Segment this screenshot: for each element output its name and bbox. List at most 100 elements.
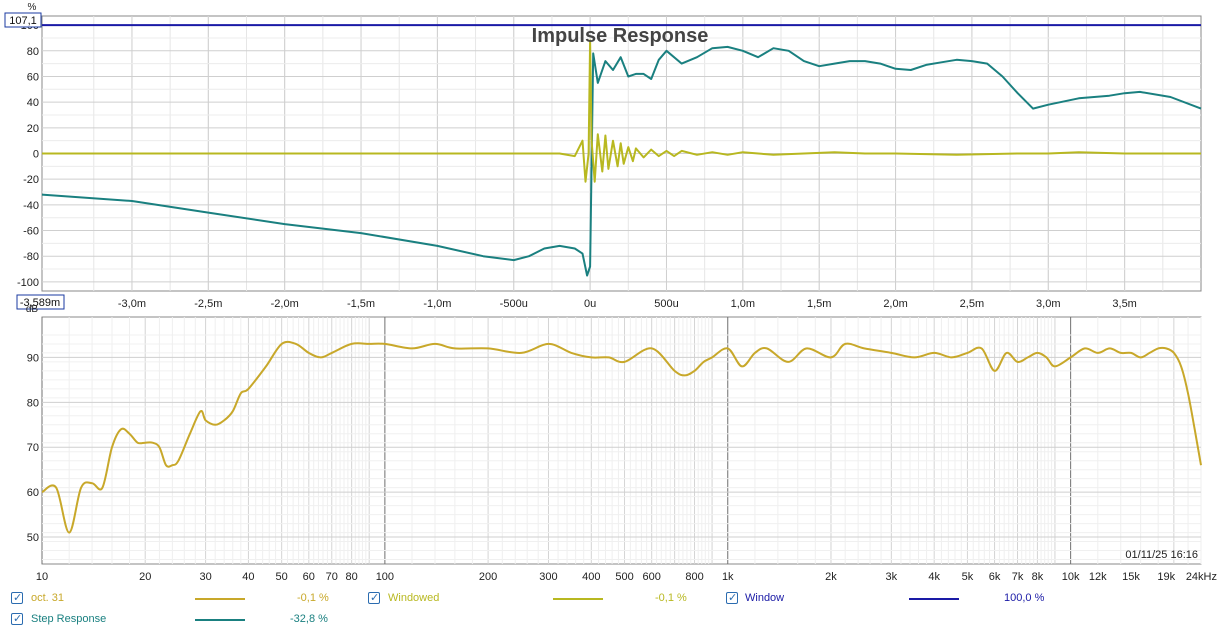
legend-value: -0,1 % — [297, 592, 329, 604]
impulse-y-max-box — [4, 12, 42, 28]
x-tick-label: 7k — [1012, 571, 1024, 583]
frequency-y-unit: dB — [26, 304, 39, 315]
x-tick-label: 2,0m — [883, 298, 907, 310]
frequency-x-ticks: 10 20 30 40 50 60 70 80 100 200 300 400 500 600 800 1k 2… — [36, 571, 1217, 583]
legend-window[interactable]: Window 100,0 % — [720, 590, 1080, 606]
frequency-y-ticks: 90 80 70 60 50 — [27, 352, 39, 544]
legend-line-swatch — [909, 598, 959, 600]
impulse-response-chart: 100806040200-20-40-60-80-100 -3,0m-2,5m-… — [4, 2, 1202, 310]
charts-area: 100806040200-20-40-60-80-100 -3,0m-2,5m-… — [4, 2, 1217, 583]
impulse-y-unit: % — [28, 2, 37, 13]
checkbox-icon[interactable] — [726, 590, 738, 606]
frequency-grid — [41, 317, 1202, 564]
impulse-title: Impulse Response — [532, 25, 709, 47]
x-tick-label: 800 — [685, 571, 703, 583]
y-tick-label: 0 — [33, 149, 39, 161]
y-tick-label: 50 — [27, 532, 39, 544]
impulse-series — [41, 24, 1202, 277]
x-tick-label: 60 — [303, 571, 315, 583]
x-tick-label: -500u — [500, 298, 528, 310]
x-tick-label: 70 — [326, 571, 338, 583]
y-tick-label: 20 — [27, 123, 39, 135]
x-tick-label: 4k — [928, 571, 940, 583]
x-tick-label: 3,5m — [1112, 298, 1136, 310]
series-line-oct-31 — [41, 340, 1202, 534]
y-tick-label: -20 — [23, 174, 39, 186]
x-tick-label: -1,5m — [347, 298, 375, 310]
x-tick-label: 2k — [825, 571, 837, 583]
timestamp: 01/11/25 16:16 — [1125, 549, 1198, 561]
impulse-y-ticks: 100806040200-20-40-60-80-100 — [17, 20, 39, 289]
x-tick-label: -1,0m — [423, 298, 451, 310]
x-tick-label: 3k — [886, 571, 898, 583]
series-line-step-response — [41, 45, 1202, 277]
x-tick-label: 1,0m — [731, 298, 755, 310]
y-tick-label: -100 — [17, 277, 39, 289]
x-tick-label: 40 — [242, 571, 254, 583]
y-tick-label: 60 — [27, 71, 39, 83]
x-tick-label: 15k — [1122, 571, 1140, 583]
x-tick-label: 5k — [962, 571, 974, 583]
legend-step-response[interactable]: Step Response -32,8 % — [0, 611, 360, 627]
x-tick-label: 0u — [584, 298, 596, 310]
x-tick-label: 50 — [276, 571, 288, 583]
x-tick-label: -2,5m — [194, 298, 222, 310]
x-tick-label: 12k — [1089, 571, 1107, 583]
series-line-windowed — [42, 39, 1201, 183]
y-tick-label: 90 — [27, 352, 39, 364]
legend-oct-31[interactable]: oct. 31 -0,1 % — [0, 590, 360, 606]
x-tick-label: -2,0m — [271, 298, 299, 310]
x-tick-label: 10 — [36, 571, 48, 583]
x-tick-label: 24kHz — [1186, 571, 1217, 583]
x-tick-label: 100 — [376, 571, 394, 583]
frequency-series — [41, 340, 1202, 534]
x-tick-label: 6k — [989, 571, 1001, 583]
x-tick-label: 30 — [199, 571, 211, 583]
checkbox-icon[interactable] — [11, 590, 23, 606]
y-tick-label: -60 — [23, 226, 39, 238]
legend-name: Window — [745, 592, 785, 604]
legend-line-swatch — [195, 598, 245, 600]
y-tick-label: 60 — [27, 487, 39, 499]
x-tick-label: 80 — [346, 571, 358, 583]
legend-windowed[interactable]: Windowed -0,1 % — [360, 590, 720, 606]
x-tick-label: 400 — [582, 571, 600, 583]
legend-line-swatch — [553, 598, 603, 600]
y-tick-label: 80 — [27, 397, 39, 409]
legend-name: Step Response — [31, 613, 107, 625]
impulse-x-min-box — [16, 294, 65, 310]
x-tick-label: 500 — [615, 571, 633, 583]
y-tick-label: -40 — [23, 200, 39, 212]
y-tick-label: 40 — [27, 97, 39, 109]
x-tick-label: 10k — [1062, 571, 1080, 583]
x-tick-label: 2,5m — [960, 298, 984, 310]
x-tick-label: 19k — [1157, 571, 1175, 583]
y-tick-label: 80 — [27, 46, 39, 58]
legend-name: oct. 31 — [31, 592, 65, 604]
impulse-x-min-label[interactable]: -3,589m — [20, 297, 60, 309]
impulse-x-ticks: -3,0m -2,5m -2,0m -1,5m -1,0m -500u 0u 500u 1,0m… — [118, 298, 1137, 310]
legend-line-swatch — [195, 619, 245, 621]
checkbox-icon[interactable] — [368, 590, 380, 606]
impulse-y-max-label[interactable]: 107,1 — [9, 15, 37, 27]
legend-value: 100,0 % — [1004, 592, 1045, 604]
legend-name: Windowed — [388, 592, 440, 604]
legend-value: -0,1 % — [655, 592, 687, 604]
x-tick-label: 300 — [539, 571, 557, 583]
x-tick-label: 3,0m — [1036, 298, 1060, 310]
x-tick-label: 8k — [1032, 571, 1044, 583]
y-tick-label: 70 — [27, 442, 39, 454]
x-tick-label: 600 — [643, 571, 661, 583]
x-tick-label: 1,5m — [807, 298, 831, 310]
x-tick-label: 200 — [479, 571, 497, 583]
y-tick-label: -80 — [23, 251, 39, 263]
x-tick-label: 20 — [139, 571, 151, 583]
checkbox-icon[interactable] — [11, 611, 23, 627]
x-tick-label: 500u — [654, 298, 678, 310]
frequency-plot-area — [41, 316, 1202, 565]
x-tick-label: -3,0m — [118, 298, 146, 310]
frequency-response-chart: 90 80 70 60 50 10 20 30 40 50 60 70 80 100 200 300 400 5… — [26, 304, 1217, 583]
legend-bar: oct. 31 -0,1 % Windowed -0,1 % Window 10… — [0, 586, 1221, 631]
legend-value: -32,8 % — [290, 613, 328, 625]
x-tick-label: 1k — [722, 571, 734, 583]
